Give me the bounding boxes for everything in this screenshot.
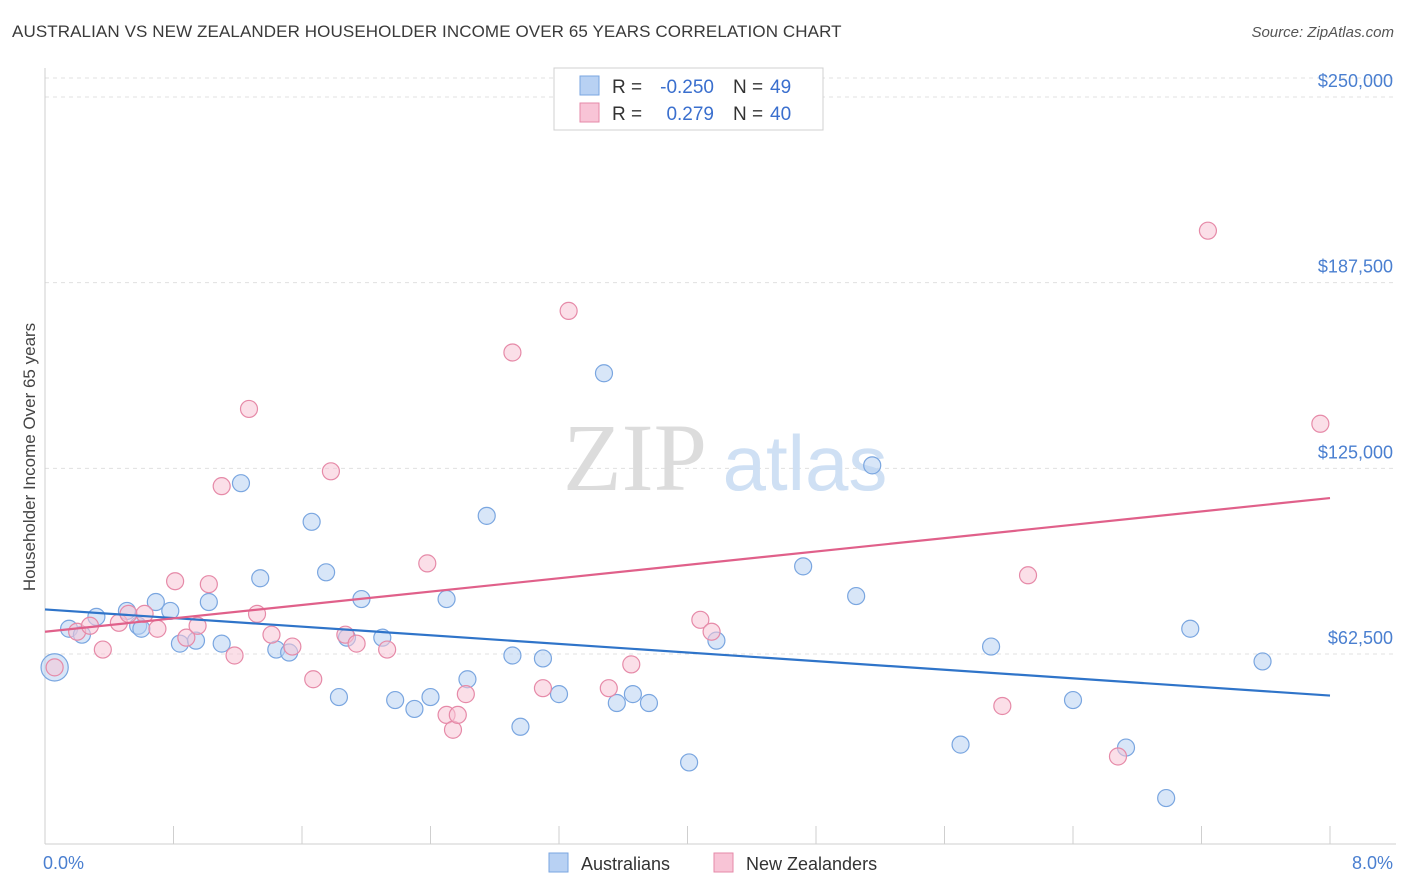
point-australians xyxy=(437,589,456,609)
point-new-zealanders xyxy=(1198,221,1218,240)
legend-n-label: N = xyxy=(733,77,763,98)
legend-r-label: R = xyxy=(612,104,642,125)
point-new-zealanders xyxy=(456,685,475,704)
point-new-zealanders xyxy=(239,399,259,419)
point-australians xyxy=(251,569,270,588)
point-australians xyxy=(212,634,231,653)
point-australians xyxy=(549,685,569,704)
legend-r-label: R = xyxy=(612,77,642,98)
point-new-zealanders xyxy=(148,619,167,638)
point-new-zealanders xyxy=(448,705,467,724)
point-new-zealanders xyxy=(188,616,207,635)
y-tick-label: $125,000 xyxy=(1318,442,1393,462)
bottom-legend-label: Australians xyxy=(581,854,670,874)
trend-line-new-zealanders xyxy=(44,496,1331,633)
bottom-legend-label: New Zealanders xyxy=(746,854,877,874)
point-australians xyxy=(1181,619,1200,638)
point-australians xyxy=(329,687,349,707)
point-australians xyxy=(533,649,553,668)
point-australians xyxy=(231,474,251,493)
trend-lines xyxy=(44,496,1331,697)
point-new-zealanders xyxy=(533,679,553,698)
point-australians xyxy=(503,646,522,665)
legend-n-value: 40 xyxy=(770,104,791,125)
point-australians xyxy=(639,693,659,713)
point-new-zealanders xyxy=(622,655,641,674)
point-new-zealanders xyxy=(304,670,323,689)
point-new-zealanders xyxy=(993,696,1012,716)
legend-swatch xyxy=(579,102,600,123)
point-new-zealanders xyxy=(347,634,366,653)
point-new-zealanders xyxy=(691,610,710,629)
bottom-legend-swatch xyxy=(713,852,734,873)
point-australians xyxy=(951,735,970,754)
point-australians xyxy=(794,557,813,576)
watermark-atlas: atlas xyxy=(723,419,888,507)
point-new-zealanders xyxy=(1311,414,1330,433)
point-new-zealanders xyxy=(262,625,281,644)
point-new-zealanders xyxy=(378,640,397,659)
point-new-zealanders xyxy=(1108,747,1128,766)
point-australians xyxy=(405,699,424,719)
point-new-zealanders xyxy=(199,575,218,594)
point-australians xyxy=(594,364,614,383)
point-australians xyxy=(146,592,165,612)
point-australians xyxy=(981,637,1001,656)
point-australians xyxy=(316,563,336,582)
point-new-zealanders xyxy=(177,628,196,647)
y-tick-label: $187,500 xyxy=(1318,257,1393,277)
point-australians xyxy=(1253,652,1272,671)
point-australians xyxy=(302,512,321,531)
point-new-zealanders xyxy=(93,640,112,659)
point-new-zealanders xyxy=(503,343,522,362)
point-new-zealanders xyxy=(321,462,341,481)
trend-line-australians xyxy=(44,608,1331,697)
x-tick-labels: 0.0% 8.0% xyxy=(43,853,1393,873)
point-new-zealanders xyxy=(559,301,578,320)
point-australians xyxy=(386,690,405,710)
y-axis-label: Householder Income Over 65 years xyxy=(20,323,39,591)
point-australians xyxy=(511,717,530,736)
point-new-zealanders xyxy=(212,477,231,496)
bottom-legend: Australians New Zealanders xyxy=(548,852,877,874)
point-australians xyxy=(847,586,866,606)
point-australians xyxy=(1063,690,1083,710)
watermark-zip: ZIP xyxy=(563,404,707,511)
point-australians xyxy=(477,506,496,525)
point-australians xyxy=(863,456,882,475)
point-australians xyxy=(1157,788,1176,808)
source-label: Source: ZipAtlas.com xyxy=(1251,24,1394,41)
legend-r-value: 0.279 xyxy=(666,104,714,125)
y-tick-label: $62,500 xyxy=(1328,628,1393,648)
y-tick-label: $250,000 xyxy=(1318,71,1393,91)
point-new-zealanders xyxy=(283,637,302,656)
bottom-legend-swatch xyxy=(548,852,569,873)
legend-n-value: 49 xyxy=(770,77,791,98)
y-tick-labels: $62,500 $125,000 $187,500 $250,000 xyxy=(1318,71,1393,648)
point-australians xyxy=(421,687,440,707)
legend-box: R = -0.250 N = 49 R = 0.279 N = 40 xyxy=(553,67,824,131)
legend-r-value: -0.250 xyxy=(660,77,714,98)
x-tick-label: 8.0% xyxy=(1352,853,1393,873)
point-australians xyxy=(199,592,218,612)
axes xyxy=(44,68,1396,845)
point-australians xyxy=(623,685,642,704)
chart-title: AUSTRALIAN VS NEW ZEALANDER HOUSEHOLDER … xyxy=(12,22,842,41)
point-australians xyxy=(680,753,699,772)
data-points xyxy=(40,221,1330,808)
legend-swatch xyxy=(579,75,600,96)
point-new-zealanders xyxy=(702,622,721,641)
point-new-zealanders xyxy=(225,646,244,665)
point-new-zealanders xyxy=(1018,566,1038,585)
point-new-zealanders xyxy=(166,572,185,591)
x-tick-label: 0.0% xyxy=(43,853,84,873)
point-new-zealanders xyxy=(45,658,64,677)
point-new-zealanders xyxy=(418,554,437,573)
watermark: ZIP atlas xyxy=(563,404,887,511)
point-new-zealanders xyxy=(599,679,618,698)
gridlines xyxy=(45,77,1396,655)
legend-n-label: N = xyxy=(733,104,763,125)
point-australians xyxy=(607,693,626,713)
